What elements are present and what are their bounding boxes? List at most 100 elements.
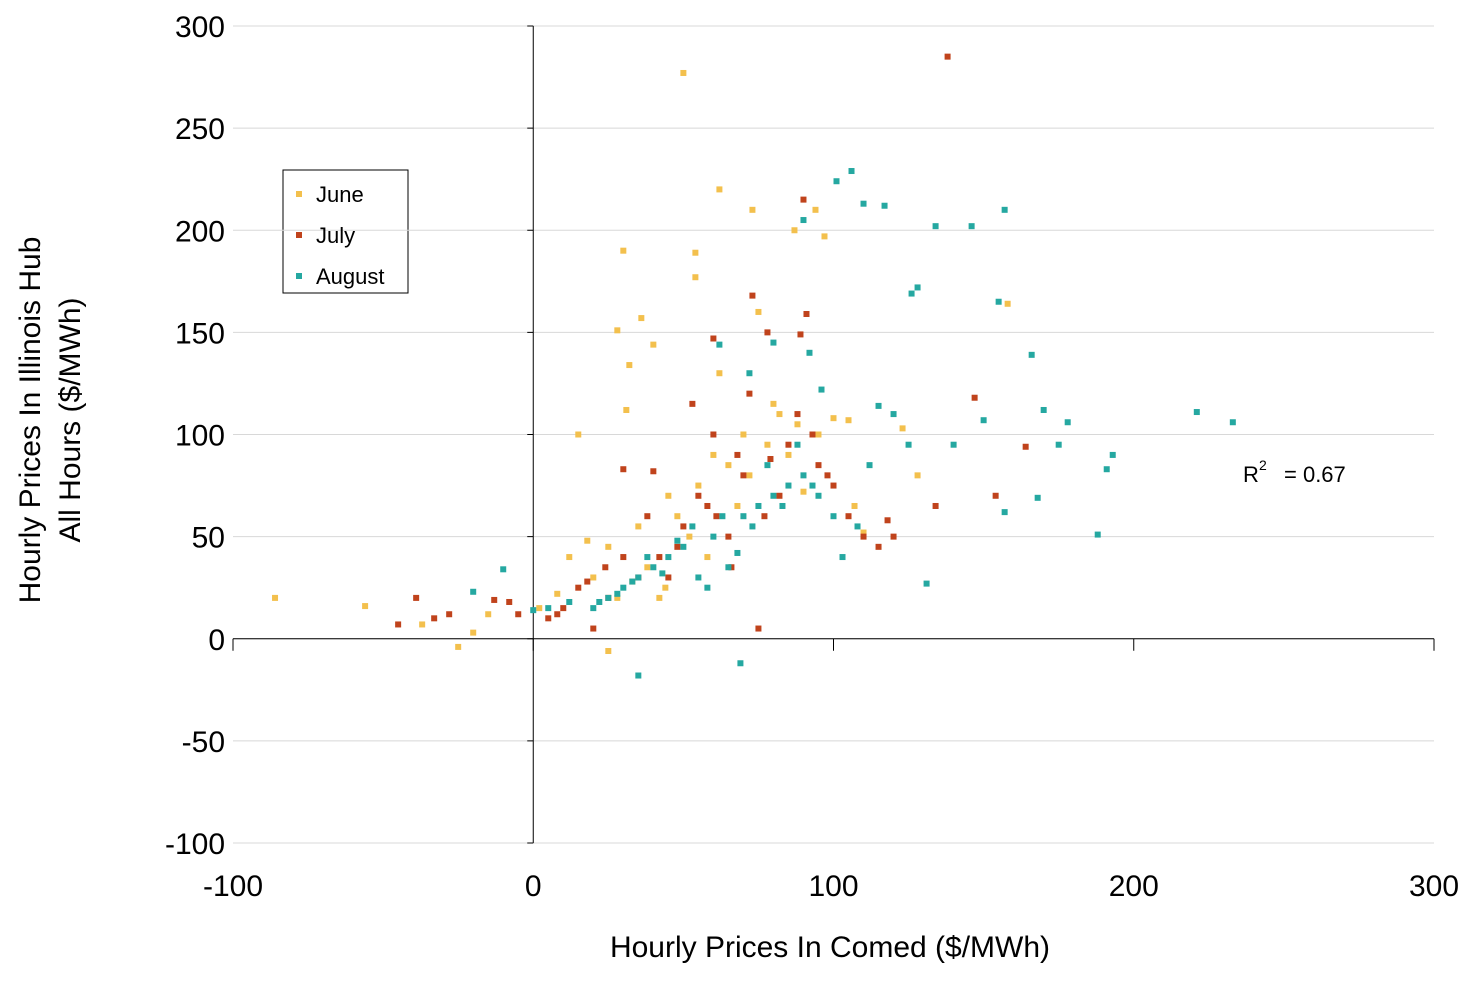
point [272,594,279,601]
point [800,196,807,203]
point [710,533,717,540]
point [764,462,771,469]
y-tick-label: 150 [175,317,225,350]
point [800,472,807,479]
point [860,529,867,536]
point [914,284,921,291]
legend-swatch [296,273,302,279]
point [770,400,777,407]
y-tick-label: 250 [175,113,225,146]
point [860,533,867,540]
x-tick-label: -100 [203,870,263,903]
point [1001,206,1008,213]
point [797,331,804,338]
point [605,543,612,550]
y-tick-label: -100 [165,828,225,861]
point [779,502,786,509]
point [431,615,438,622]
point [584,537,591,544]
point [740,472,747,479]
point [362,603,369,610]
point [875,402,882,409]
point [923,580,930,587]
point [704,502,711,509]
point [851,502,858,509]
point [470,629,477,636]
point [1103,466,1110,473]
point [968,223,975,230]
point [749,206,756,213]
x-axis-label: Hourly Prices In Comed ($/MWh) [610,931,1050,964]
point [545,605,552,612]
point [710,431,717,438]
point [665,492,672,499]
point [638,315,645,322]
point [1022,443,1029,450]
point [776,492,783,499]
point [689,400,696,407]
y-tick-label: 0 [208,624,225,657]
point [614,327,621,334]
point [575,584,582,591]
point [506,598,513,605]
point [734,549,741,556]
point [656,554,663,561]
y-tick-label: 300 [175,11,225,44]
point [746,390,753,397]
point [845,417,852,424]
point [815,492,822,499]
x-tick-label: 0 [525,870,542,903]
y-axis-label: Hourly Prices In Illinois Hub All Hours … [14,237,87,604]
point [785,451,792,458]
legend-label: August [316,264,385,289]
point [785,482,792,489]
point [746,370,753,377]
point [1001,509,1008,516]
point [854,523,861,530]
point [1055,441,1062,448]
point [644,564,651,571]
point [644,554,651,561]
point [815,462,822,469]
point [908,290,915,297]
point [485,611,492,618]
point [809,431,816,438]
point [875,543,882,550]
point [932,223,939,230]
point [740,431,747,438]
point [650,564,657,571]
point [950,441,957,448]
point [1004,300,1011,307]
point [626,362,633,369]
point [746,472,753,479]
point [830,513,837,520]
point [635,574,642,581]
point [395,621,402,628]
point [710,451,717,458]
point [530,607,537,614]
point [620,247,627,254]
point [584,578,591,585]
point [716,370,723,377]
point [809,482,816,489]
point [614,590,621,597]
point [554,590,561,597]
point [659,570,666,577]
point [770,339,777,346]
point [725,462,732,469]
point [674,543,681,550]
point [665,574,672,581]
annotation-base: R [1243,462,1259,487]
point [785,441,792,448]
point [1034,494,1041,501]
point [932,502,939,509]
point [1094,531,1101,538]
point [500,566,507,573]
point [620,584,627,591]
y-tick-label: 200 [175,215,225,248]
point [839,554,846,561]
point [800,488,807,495]
point [770,492,777,499]
point [674,537,681,544]
point [716,341,723,348]
